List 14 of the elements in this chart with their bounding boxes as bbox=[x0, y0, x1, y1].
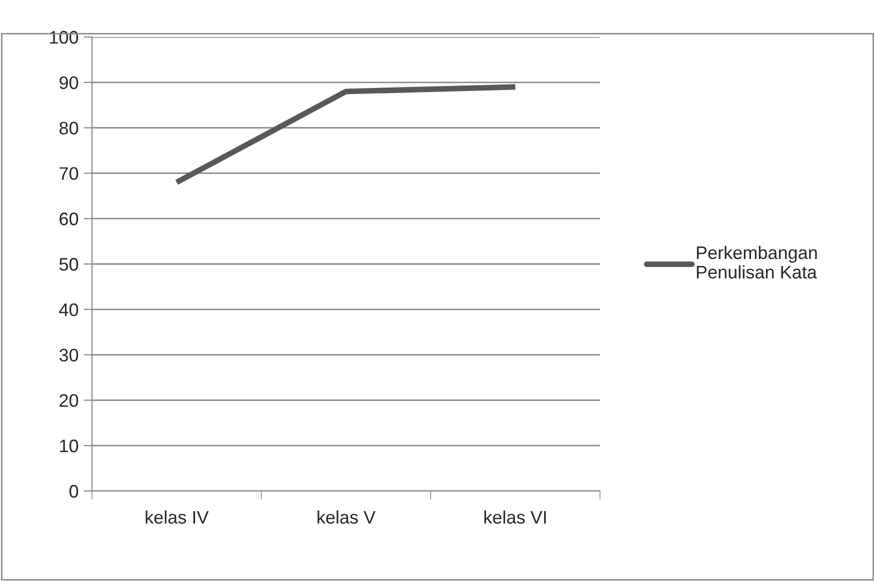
y-tick-label: 80 bbox=[60, 122, 78, 135]
y-tick-label: 0 bbox=[69, 484, 78, 498]
x-tick-label: kelas IV bbox=[146, 510, 209, 524]
y-tick-label: 30 bbox=[59, 348, 78, 362]
y-tick-label: 60 bbox=[60, 212, 78, 226]
legend-label: Perkembangan Penulisan Kata bbox=[696, 246, 817, 279]
y-tick-label: 70 bbox=[60, 167, 78, 180]
x-tick-label: kelas V bbox=[318, 510, 376, 524]
x-tick-label: kelas VI bbox=[484, 510, 546, 524]
y-tick-label: 90 bbox=[60, 76, 78, 90]
y-tick-label: 40 bbox=[59, 303, 78, 316]
y-tick-label: 50 bbox=[59, 258, 78, 271]
y-tick-label: 10 bbox=[60, 440, 78, 452]
y-tick-label: 20 bbox=[60, 394, 78, 407]
